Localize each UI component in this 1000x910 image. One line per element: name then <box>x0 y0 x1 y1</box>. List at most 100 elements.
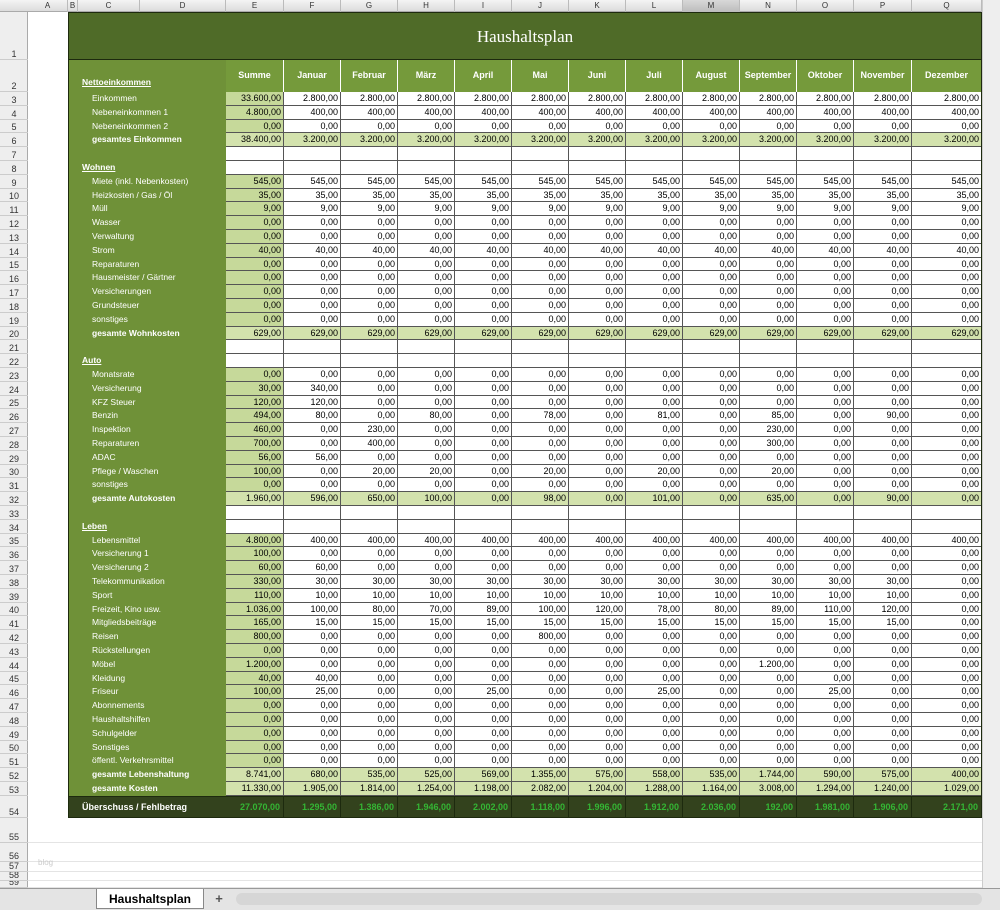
add-sheet-button[interactable]: + <box>215 891 223 906</box>
row-header: 46 <box>0 685 28 700</box>
value: 8.741,00 <box>245 769 281 780</box>
value: 0,00 <box>320 741 338 752</box>
value: 0,00 <box>719 451 737 462</box>
value: 0,00 <box>548 217 566 228</box>
cell <box>398 533 455 548</box>
value: 9,00 <box>605 203 623 214</box>
cell <box>626 326 683 341</box>
value: 0,00 <box>263 313 281 324</box>
value: 0,00 <box>891 741 909 752</box>
cell <box>512 243 569 258</box>
cell <box>797 381 854 396</box>
column-header: Q <box>912 0 982 12</box>
value: 0,00 <box>320 217 338 228</box>
value: 0,00 <box>833 438 851 448</box>
value: 0,00 <box>961 603 979 614</box>
cell <box>455 409 512 424</box>
cell <box>398 616 455 631</box>
cell <box>512 105 569 120</box>
cell <box>226 630 284 644</box>
value: 0,00 <box>776 631 794 642</box>
cell <box>398 312 455 327</box>
value: 10,00 <box>886 589 909 600</box>
cell <box>455 713 512 727</box>
cell <box>341 506 398 520</box>
cell <box>740 409 797 424</box>
balance-value: 2.002,00 <box>455 796 512 818</box>
cell <box>626 257 683 272</box>
column-header: N <box>740 0 797 12</box>
value: 0,00 <box>719 755 737 766</box>
value: 0,00 <box>605 231 623 241</box>
section-heading: Wohnen <box>82 162 116 172</box>
value: 0,00 <box>548 700 566 711</box>
value: 650,00 <box>367 493 395 504</box>
row-label: Strom <box>92 244 115 255</box>
cell <box>854 354 912 368</box>
cell <box>740 133 797 148</box>
value: 0,00 <box>891 396 909 407</box>
cell <box>626 161 683 175</box>
cell <box>512 395 569 410</box>
cell <box>341 423 398 437</box>
sheet-tab[interactable]: Haushaltsplan <box>96 889 204 909</box>
cell <box>797 299 854 313</box>
value: 0,00 <box>491 300 509 310</box>
value: 0,00 <box>605 272 623 283</box>
value: 10,00 <box>828 589 851 600</box>
value: 101,00 <box>652 493 680 504</box>
cell <box>683 257 740 272</box>
cell <box>284 602 341 617</box>
value: 30,00 <box>828 576 851 586</box>
column-title: Oktober <box>797 60 854 92</box>
cell <box>512 782 569 796</box>
value: 100,00 <box>538 603 566 614</box>
value: 25,00 <box>486 686 509 697</box>
cell <box>797 216 854 230</box>
value: 0,00 <box>605 700 623 711</box>
value: 40,00 <box>543 244 566 255</box>
value: 0,00 <box>662 451 680 462</box>
value: 0,00 <box>961 755 979 766</box>
cell <box>683 285 740 299</box>
value: 0,00 <box>320 658 338 669</box>
column-header: E <box>226 0 284 12</box>
cell <box>284 561 341 575</box>
cell <box>284 133 341 148</box>
cell <box>455 754 512 769</box>
value: 0,00 <box>605 410 623 421</box>
cell <box>512 147 569 161</box>
cell <box>569 768 626 782</box>
value: 0,00 <box>891 286 909 297</box>
value: 0,00 <box>719 286 737 297</box>
cell <box>398 202 455 217</box>
cell <box>284 630 341 644</box>
cell <box>797 657 854 672</box>
column-title: Summe <box>226 60 284 92</box>
cell <box>455 216 512 230</box>
cell <box>341 326 398 341</box>
cell <box>341 657 398 672</box>
cell <box>854 340 912 355</box>
cell <box>341 312 398 327</box>
cell <box>854 133 912 148</box>
value: 0,00 <box>833 382 851 393</box>
cell <box>455 395 512 410</box>
cell <box>740 464 797 479</box>
value: 545,00 <box>424 175 452 186</box>
h-scrollbar <box>236 893 982 905</box>
value: 35,00 <box>258 189 281 200</box>
row-label: Nebeneinkommen 1 <box>92 106 169 117</box>
value: 629,00 <box>652 327 680 338</box>
value: 0,00 <box>961 465 979 476</box>
row-header: 51 <box>0 754 28 769</box>
cell <box>341 533 398 548</box>
cell <box>683 726 740 741</box>
cell <box>569 285 626 299</box>
value: 0,00 <box>491 217 509 228</box>
cell <box>683 312 740 327</box>
row-header: 35 <box>0 534 28 548</box>
value: 0,00 <box>662 548 680 559</box>
cell <box>512 326 569 341</box>
cell <box>854 464 912 479</box>
